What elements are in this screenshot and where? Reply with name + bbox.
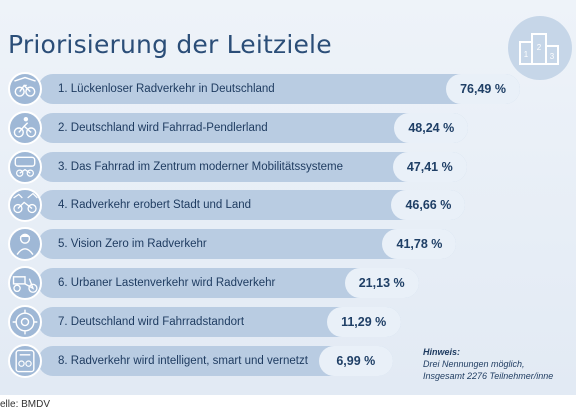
city-country-bike-icon	[8, 188, 42, 223]
bar-value-7: 11,29 %	[326, 306, 401, 337]
cyclist-road-icon	[8, 72, 42, 106]
footnote-line-2: Insgesamt 2276 Teilnehmer/inne	[423, 371, 554, 381]
bar-value-6: 21,13 %	[344, 268, 419, 298]
svg-text:3: 3	[550, 52, 555, 61]
bar-value-2: 48,24 %	[394, 112, 469, 143]
svg-text:1: 1	[524, 50, 529, 59]
source-credit: elle: BMDV	[0, 399, 51, 410]
footnote: Hinweis: Drei Nennungen möglich, Insgesa…	[423, 346, 553, 382]
bar-value-1: 76,49 %	[446, 74, 520, 104]
footnote-heading: Hinweis:	[423, 347, 461, 357]
infographic: Priorisierung der Leitziele 1 2 3 1. Lüc…	[0, 0, 576, 395]
bar-label-6: 6. Urbaner Lastenverkehr wird Radverkehr	[58, 277, 276, 289]
train-bicycle-icon	[8, 149, 42, 184]
bar-label-5: 5. Vision Zero im Radverkehr	[58, 238, 207, 251]
bar-label-2: 2. Deutschland wird Fahrrad-Pendlerland	[58, 121, 268, 134]
bar-value-5: 41,78 %	[382, 229, 457, 260]
bar-label-8: 8. Radverkehr wird intelligent, smart un…	[58, 354, 308, 367]
bar-value-8: 6,99 %	[318, 345, 393, 376]
helmeted-cyclist-icon	[8, 227, 42, 262]
cargo-bike-icon	[8, 266, 42, 300]
bar-value-3: 47,41 %	[392, 151, 467, 182]
footnote-line-1: Drei Nennungen möglich,	[423, 359, 525, 369]
bicycle-gear-icon	[8, 304, 42, 339]
podium-icon: 1 2 3	[508, 16, 572, 80]
bar-value-4: 46,66 %	[391, 190, 466, 221]
svg-text:2: 2	[537, 43, 542, 52]
bar-1	[38, 74, 520, 104]
bar-label-1: 1. Lückenloser Radverkehr in Deutschland	[58, 83, 275, 95]
bar-rows: 1. Lückenloser Radverkehr in Deutschland…	[8, 72, 520, 378]
bar-label-4: 4. Radverkehr erobert Stadt und Land	[58, 199, 252, 212]
chart-title: Priorisierung der Leitziele	[8, 30, 332, 59]
smart-bike-device-icon	[8, 343, 42, 378]
bar-label-7: 7. Deutschland wird Fahrradstandort	[58, 315, 245, 328]
commuter-cyclist-icon	[8, 110, 42, 145]
bar-label-3: 3. Das Fahrrad im Zentrum moderner Mobil…	[58, 160, 344, 173]
